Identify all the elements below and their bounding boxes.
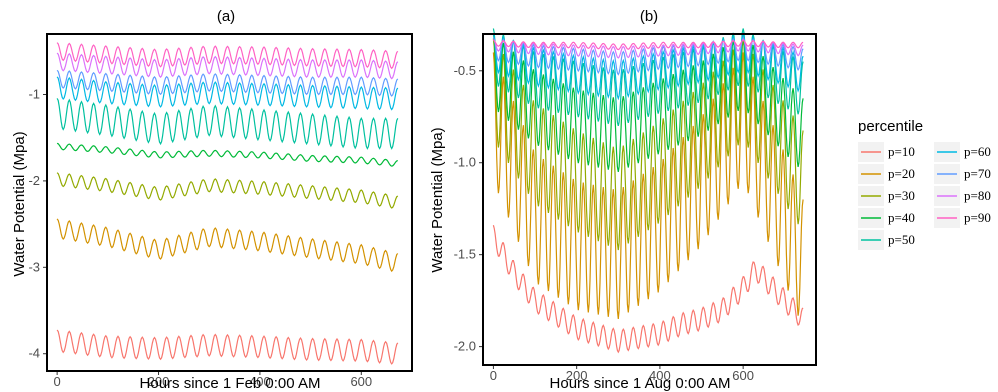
- legend-label: p=10: [888, 144, 915, 159]
- panel-a: (a) 0 200 400 600 -4 -3 -2 -1 Hours since 1 Fe…: [11, 8, 413, 392]
- panel-b-ytick-label: -1.0: [454, 155, 476, 170]
- panel-b-xtick-label: 400: [649, 368, 671, 383]
- panel-a-series-p-30: [56, 172, 399, 209]
- panel-a-xtick-label: 400: [249, 374, 271, 389]
- panel-b-series-p-20: [492, 52, 804, 320]
- legend-title: percentile: [858, 118, 923, 135]
- panel-a-xtick-label: 0: [54, 374, 61, 389]
- legend: percentile p=10p=20p=30p=40p=50p=60p=70p…: [858, 118, 991, 250]
- panel-a-ytick-label: -3: [28, 259, 40, 274]
- legend-label: p=50: [888, 232, 915, 247]
- panel-a-series-p-80: [56, 52, 399, 80]
- panel-b-series-p-90: [493, 39, 804, 51]
- panel-b-ytick-label: -2.0: [454, 339, 476, 354]
- panel-b-series-p-40: [492, 33, 804, 173]
- panel-a-ylabel: Water Potential (Mpa): [11, 131, 28, 276]
- panel-a-series-p-60: [56, 76, 399, 111]
- legend-label: p=30: [888, 188, 915, 203]
- panel-a-series-p-40: [56, 142, 398, 167]
- panel-a-ytick-label: -4: [28, 346, 40, 361]
- legend-label: p=20: [888, 166, 915, 181]
- panel-b-series-p-30: [492, 38, 804, 251]
- panel-b-xtick-label: 600: [732, 368, 754, 383]
- panel-b-ytick-label: -1.5: [454, 247, 476, 262]
- panel-a-series-p-10: [56, 329, 399, 365]
- panel-a-lines: [56, 42, 399, 365]
- panel-a-xtick-label: 200: [148, 374, 170, 389]
- panel-a-xtick-label: 600: [350, 374, 372, 389]
- legend-label: p=40: [888, 210, 915, 225]
- panel-b-series-p-10: [492, 225, 804, 354]
- legend-label: p=70: [964, 166, 991, 181]
- legend-entries: p=10 p=20 p=30 p=40 p=50 p=60 p=70 p=80 p=90: [858, 142, 991, 250]
- panel-b-xtick-label: 200: [566, 368, 588, 383]
- panel-a-xticks: 0 200 400 600: [54, 371, 372, 389]
- panel-b-lines: [492, 28, 804, 354]
- panel-a-series-p-20: [56, 218, 399, 273]
- panel-a-ytick-label: -2: [28, 173, 40, 188]
- panel-b: (b) 0 200 400 600 -2.0 -1.5 -1.0 -0.5 Hours si…: [429, 8, 817, 392]
- panel-a-yticks: -4 -3 -2 -1: [28, 86, 47, 361]
- panel-b-ylabel: Water Potential (Mpa): [429, 127, 446, 272]
- panel-b-xlabel: Hours since 1 Aug 0:00 AM: [550, 375, 731, 392]
- panel-b-xticks: 0 200 400 600: [490, 365, 754, 383]
- legend-label: p=80: [964, 188, 991, 203]
- legend-label: p=60: [964, 144, 991, 159]
- panel-b-xtick-label: 0: [490, 368, 497, 383]
- panel-a-xlabel: Hours since 1 Feb 0:00 AM: [140, 375, 321, 392]
- panel-b-label: (b): [640, 8, 658, 25]
- panel-b-ytick-label: -0.5: [454, 63, 476, 78]
- panel-a-frame: [46, 33, 413, 372]
- panel-a-series-p-70: [56, 69, 399, 97]
- panel-a-series-p-90: [56, 42, 399, 70]
- legend-label: p=90: [964, 210, 991, 225]
- panel-b-yticks: -2.0 -1.5 -1.0 -0.5: [454, 63, 483, 354]
- panel-b-frame: [482, 33, 817, 366]
- panel-a-label: (a): [217, 8, 235, 25]
- panel-a-series-p-50: [56, 98, 399, 150]
- panel-a-ytick-label: -1: [28, 86, 40, 101]
